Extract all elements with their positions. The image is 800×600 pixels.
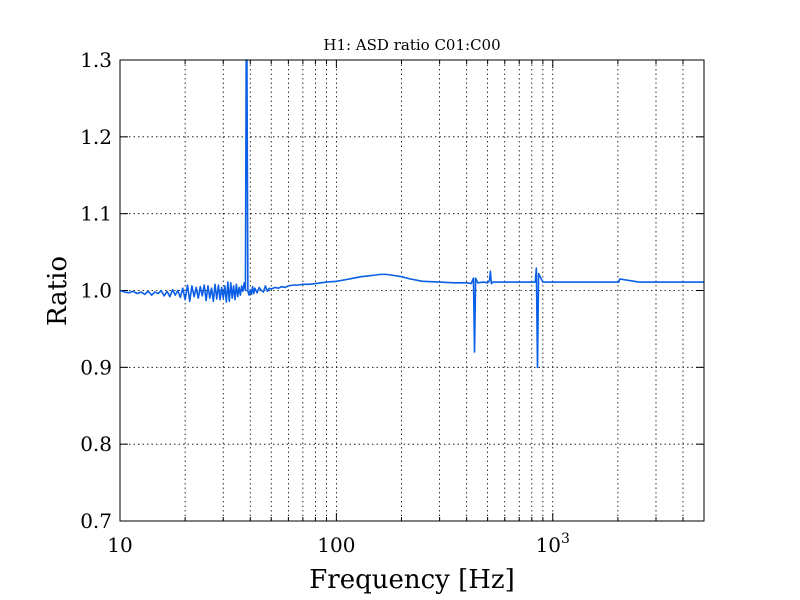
y-tick-label: 1.0: [80, 279, 112, 303]
x-tick-label: 103: [536, 531, 570, 557]
y-tick-label: 0.9: [80, 355, 112, 379]
plot-frame: [119, 59, 705, 522]
x-tick-label: 100: [317, 533, 355, 557]
y-tick-label: 1.1: [80, 202, 112, 226]
chart-title: H1: ASD ratio C01:C00: [323, 36, 500, 54]
series-line: [119, 59, 704, 369]
x-tick-label: 10: [107, 533, 132, 557]
y-tick-label: 1.3: [80, 48, 112, 72]
y-tick-label: 0.7: [80, 509, 112, 533]
grid-lines: [120, 60, 704, 521]
y-tick-label: 1.2: [80, 125, 112, 149]
axis-ticks: 10 100 103 0.7 0.8 0.9 1.0 1.1 1.2 1.3: [80, 48, 705, 557]
y-tick-label: 0.8: [80, 432, 112, 456]
x-axis-label: Frequency [Hz]: [309, 565, 515, 595]
y-axis-label: Ratio: [43, 256, 73, 326]
